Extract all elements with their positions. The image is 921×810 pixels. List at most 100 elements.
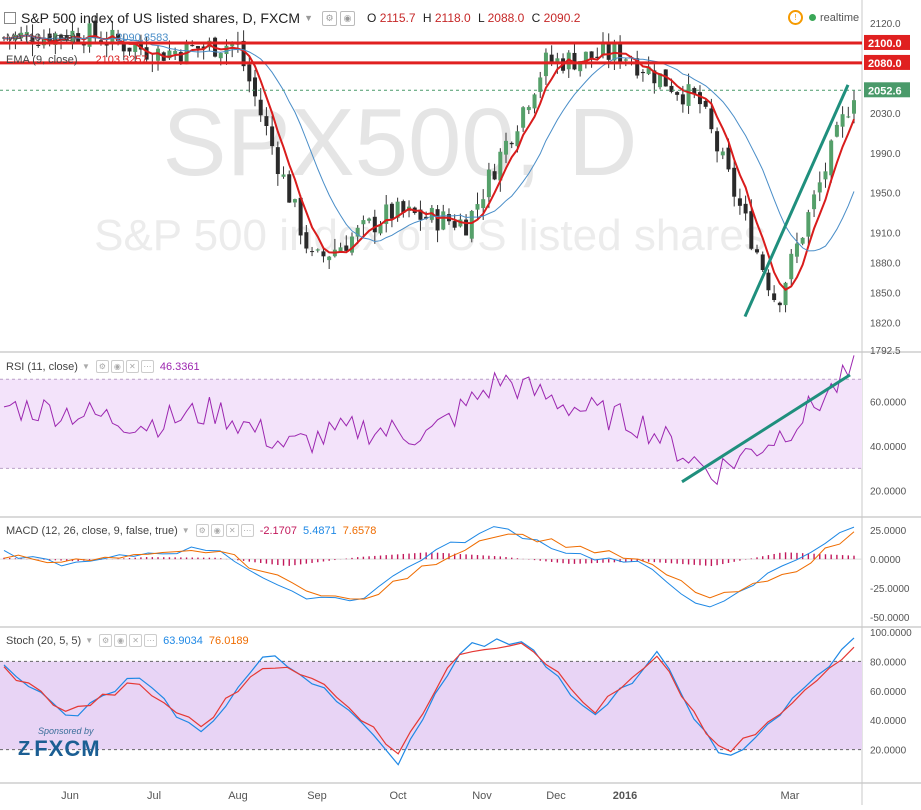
stoch-tick-label: 60.0000 <box>870 687 907 698</box>
clock-icon[interactable]: ! <box>788 10 803 25</box>
candle-body <box>486 169 491 198</box>
time-axis-label: Jul <box>147 790 161 802</box>
stoch-tick-label: 80.0000 <box>870 657 907 668</box>
rsi-pane-label[interactable]: RSI (11, close) ▼ ⚙ ◉ ✕ ⋯ 46.3361 <box>6 360 200 373</box>
ma-label: MA (10, close) <box>6 32 77 44</box>
candle-body <box>635 58 640 76</box>
ohlc-readout: O 2115.7 H 2118.0 L 2088.0 C 2090.2 <box>367 11 580 25</box>
candle-body <box>378 224 383 234</box>
candle-body <box>24 32 29 36</box>
stoch-k-line <box>3 637 855 766</box>
stoch-label: Stoch (20, 5, 5) <box>6 634 82 647</box>
candle-body <box>521 107 526 128</box>
candle-body <box>578 61 583 72</box>
candle-body <box>116 33 121 42</box>
macd-tick-label: 0.0000 <box>870 555 901 566</box>
candle-body <box>743 203 748 214</box>
eye-icon[interactable]: ◉ <box>110 360 124 373</box>
settings-icon[interactable]: ⚙ <box>95 360 109 373</box>
candle-body <box>697 92 702 105</box>
chevron-down-icon[interactable]: ▼ <box>85 636 94 645</box>
close-icon[interactable]: ✕ <box>125 360 139 373</box>
candle-body <box>663 69 668 87</box>
candle-body <box>829 140 834 176</box>
ma-indicator-label[interactable]: MA (10, close) 2090.8583 <box>6 32 168 44</box>
candle-body <box>384 204 389 224</box>
candle-body <box>298 197 303 236</box>
price-level-tag <box>864 54 910 70</box>
candle-body <box>93 20 98 39</box>
candle-body <box>755 249 760 253</box>
candle-body <box>498 151 503 181</box>
candle-body <box>230 42 235 47</box>
chevron-down-icon[interactable]: ▼ <box>181 526 190 535</box>
candle-body <box>218 53 223 59</box>
candle-body <box>646 66 651 74</box>
candle-body <box>144 47 149 60</box>
settings-icon[interactable]: ⚙ <box>322 10 338 26</box>
more-icon[interactable]: ⋯ <box>140 360 154 373</box>
time-axis-label: Mar <box>781 790 800 802</box>
stoch-d-value: 76.0189 <box>208 634 249 647</box>
watermark-symbol: SPX500, D <box>163 89 638 196</box>
macd-pane-label[interactable]: MACD (12, 26, close, 9, false, true) ▼ ⚙… <box>6 524 376 537</box>
candle-body <box>315 249 320 251</box>
price-level-tag <box>864 82 910 98</box>
time-axis-label: Dec <box>546 790 566 802</box>
sponsor-logo[interactable]: Sponsored by Z FXCM <box>18 726 101 762</box>
candle-body <box>549 54 554 63</box>
candle-body <box>424 216 429 219</box>
price-tick-label: 1850.0 <box>870 289 901 300</box>
ema-indicator-label[interactable]: EMA (9, close) 2103.3257 <box>6 54 148 66</box>
candle-body <box>321 251 326 257</box>
candle-body <box>156 48 161 61</box>
stoch-pane-label[interactable]: Stoch (20, 5, 5) ▼ ⚙ ◉ ✕ ⋯ 63.9034 76.0189 <box>6 634 249 647</box>
open-value: 2115.7 <box>379 11 416 25</box>
candle-body <box>600 43 605 56</box>
settings-icon[interactable]: ⚙ <box>99 634 113 647</box>
candle-body <box>669 85 674 92</box>
candle-body <box>589 51 594 59</box>
price-level-tag <box>864 34 910 50</box>
candle-body <box>270 126 275 147</box>
candle-body <box>36 44 41 46</box>
more-icon[interactable]: ⋯ <box>240 524 254 537</box>
candle-body <box>555 58 560 64</box>
candle-body <box>338 247 343 252</box>
macd-tick-label: -25.0000 <box>870 584 910 595</box>
eye-icon[interactable]: ◉ <box>210 524 224 537</box>
candle-body <box>310 251 315 253</box>
price-tick-label: 1880.0 <box>870 259 901 270</box>
candle-body <box>595 56 600 59</box>
eye-icon[interactable]: ◉ <box>114 634 128 647</box>
candle-body <box>823 171 828 180</box>
collapse-icon[interactable] <box>4 12 16 24</box>
candle-body <box>852 100 856 114</box>
low-value: 2088.0 <box>487 11 525 25</box>
candle-body <box>572 52 577 70</box>
more-icon[interactable]: ⋯ <box>144 634 158 647</box>
stoch-tick-label: 20.0000 <box>870 746 907 757</box>
sponsor-label: Sponsored by <box>38 726 94 736</box>
settings-icon[interactable]: ⚙ <box>195 524 209 537</box>
chevron-down-icon[interactable]: ▼ <box>304 13 314 23</box>
close-icon[interactable]: ✕ <box>129 634 143 647</box>
candle-body <box>680 94 685 105</box>
candle-body <box>749 211 754 249</box>
candle-body <box>178 52 183 62</box>
candle-body <box>515 131 520 147</box>
close-value: 2090.2 <box>543 11 581 25</box>
price-tick-label: 1792.5 <box>870 346 901 357</box>
time-axis-label: Nov <box>472 790 492 802</box>
close-icon[interactable]: ✕ <box>225 524 239 537</box>
eye-icon[interactable]: ◉ <box>340 10 356 26</box>
candle-body <box>304 232 309 249</box>
chevron-down-icon[interactable]: ▼ <box>81 362 90 371</box>
ema-line <box>3 34 855 291</box>
candle-body <box>800 237 805 244</box>
candle-body <box>355 227 360 237</box>
candle-body <box>817 182 822 193</box>
candle-body <box>623 59 628 61</box>
symbol-title[interactable]: S&P 500 index of US listed shares, D, FX… <box>21 10 301 26</box>
